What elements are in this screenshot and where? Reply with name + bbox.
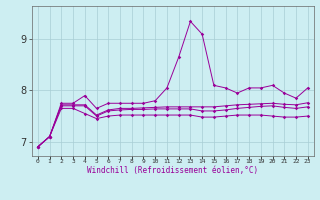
X-axis label: Windchill (Refroidissement éolien,°C): Windchill (Refroidissement éolien,°C) [87, 166, 258, 175]
